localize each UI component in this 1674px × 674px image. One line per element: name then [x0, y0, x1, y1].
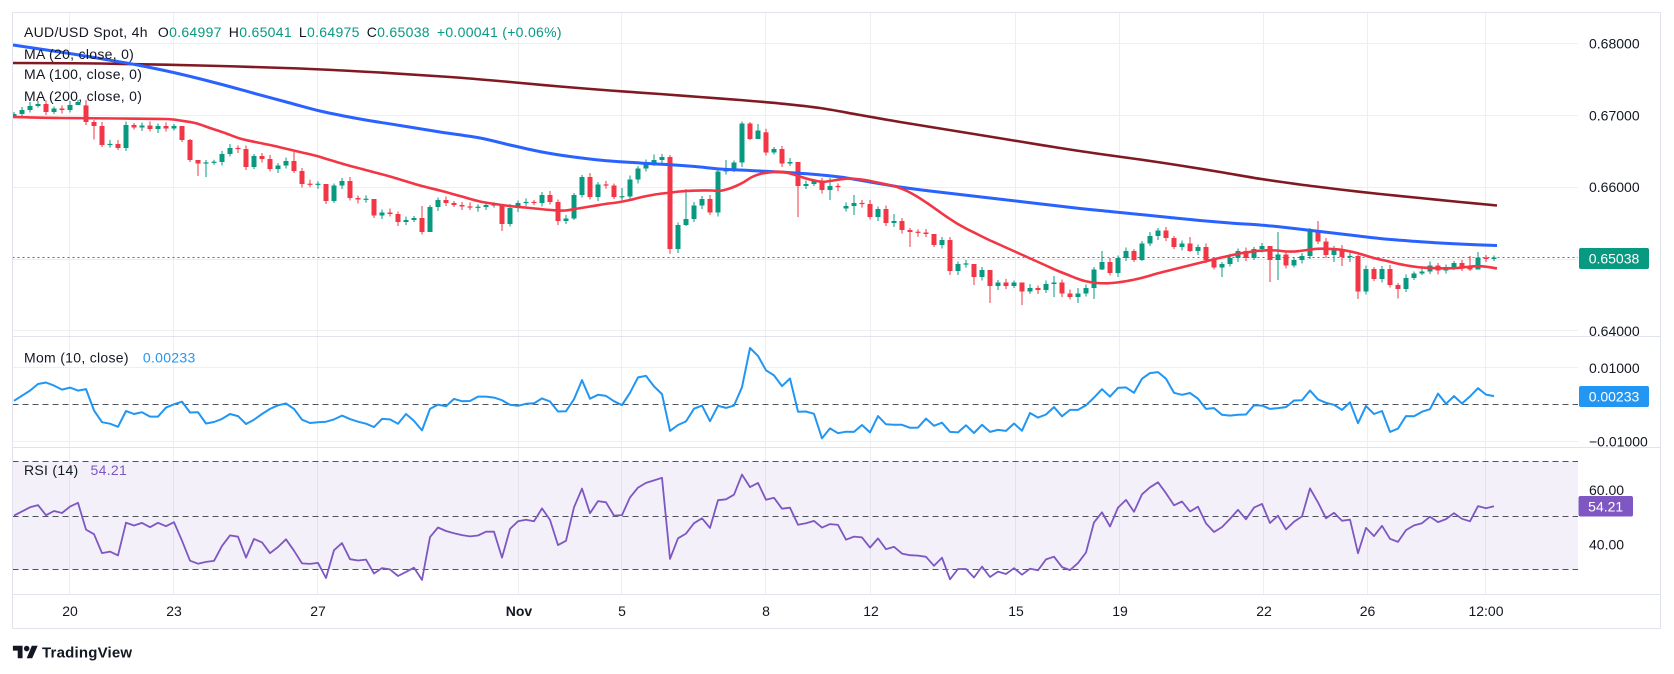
svg-text:40.00: 40.00 — [1589, 537, 1624, 553]
svg-text:MA (100, close, 0): MA (100, close, 0) — [24, 66, 142, 82]
svg-text:15: 15 — [1008, 603, 1024, 619]
svg-text:23: 23 — [166, 603, 182, 619]
svg-text:0.67000: 0.67000 — [1589, 107, 1640, 123]
svg-text:MA (20, close, 0): MA (20, close, 0) — [24, 46, 134, 62]
svg-text:12:00: 12:00 — [1468, 603, 1503, 619]
svg-text:0.00233: 0.00233 — [1589, 389, 1640, 405]
svg-text:0.64000: 0.64000 — [1589, 323, 1640, 339]
svg-text:5: 5 — [618, 603, 626, 619]
svg-text:0.66000: 0.66000 — [1589, 179, 1640, 195]
svg-text:22: 22 — [1256, 603, 1272, 619]
svg-text:26: 26 — [1360, 603, 1376, 619]
svg-text:8: 8 — [762, 603, 770, 619]
svg-text:12: 12 — [863, 603, 879, 619]
svg-text:27: 27 — [310, 603, 326, 619]
svg-text:RSI (14)54.21: RSI (14) 54.21 — [24, 462, 127, 478]
svg-text:19: 19 — [1112, 603, 1128, 619]
svg-text:−0.01000: −0.01000 — [1589, 434, 1648, 450]
svg-text:0.01000: 0.01000 — [1589, 360, 1640, 376]
svg-text:54.21: 54.21 — [1588, 499, 1623, 515]
svg-text:Nov: Nov — [506, 603, 533, 619]
svg-text:60.00: 60.00 — [1589, 482, 1624, 498]
svg-text:0.65038: 0.65038 — [1589, 251, 1640, 267]
svg-text:MA (200, close, 0): MA (200, close, 0) — [24, 88, 142, 104]
svg-text:Mom (10, close)0.00233: Mom (10, close) 0.00233 — [24, 350, 196, 366]
svg-text:TradingView: TradingView — [42, 645, 132, 662]
svg-text:0.68000: 0.68000 — [1589, 36, 1640, 52]
svg-text:20: 20 — [62, 603, 78, 619]
